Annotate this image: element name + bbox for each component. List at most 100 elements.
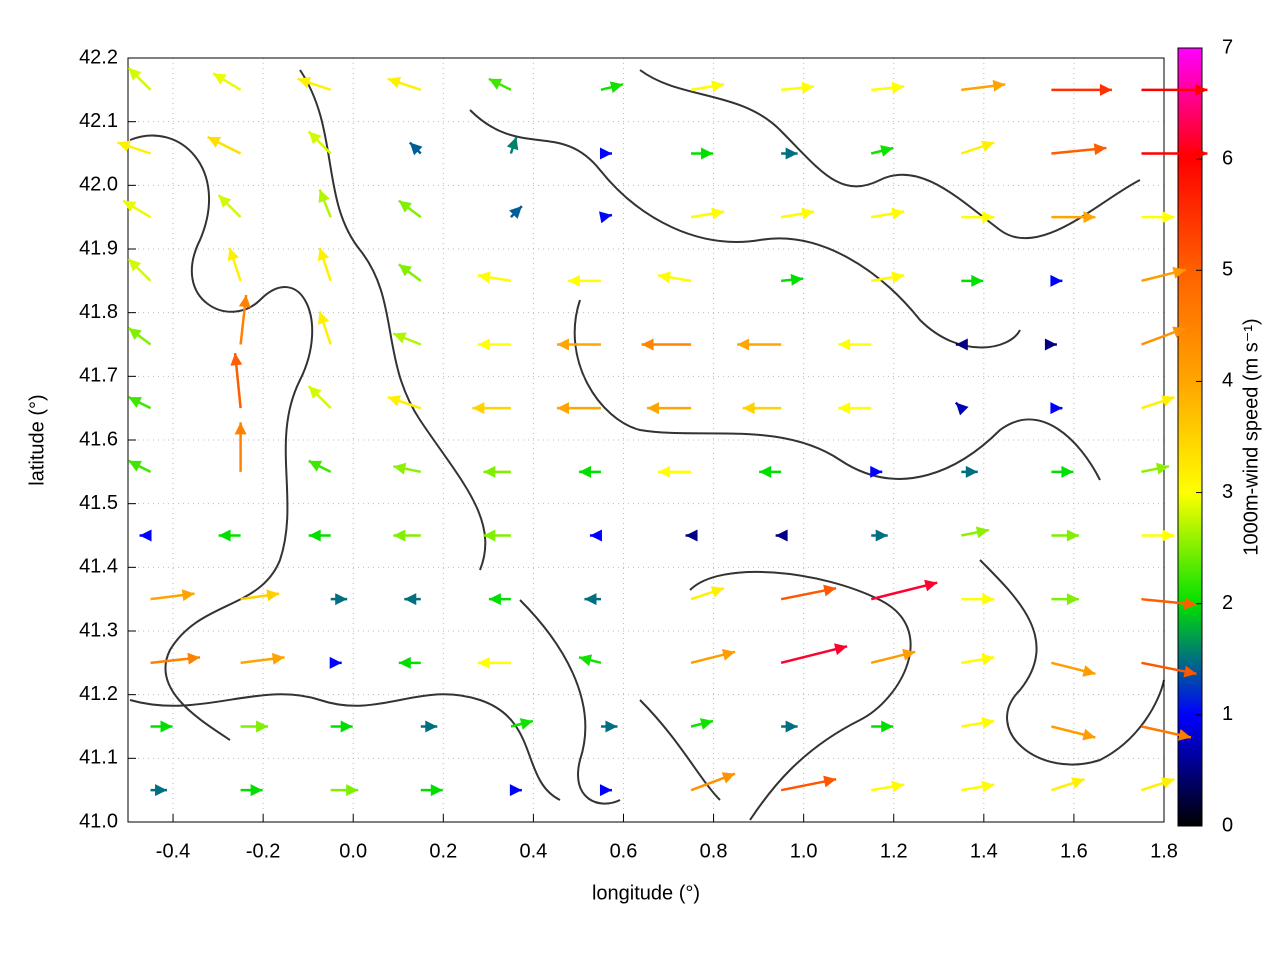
arrow-head	[393, 529, 406, 542]
wind-arrow	[960, 140, 995, 155]
x-tick-label: 0.6	[610, 840, 638, 862]
x-tick-label: -0.4	[156, 840, 190, 862]
wind-arrow	[961, 780, 995, 793]
wind-arrow	[690, 772, 736, 792]
y-tick-label: 41.4	[79, 556, 118, 578]
wind-arrow	[392, 332, 422, 346]
arrow-head	[701, 147, 714, 160]
arrow-head	[834, 643, 848, 656]
wind-arrow	[556, 402, 601, 415]
wind-arrow	[483, 465, 511, 478]
arrow-head	[823, 775, 837, 788]
arrow-head	[477, 271, 491, 284]
colorbar-tick-label: 2	[1222, 592, 1233, 614]
wind-arrow	[742, 402, 782, 415]
wind-arrow	[393, 462, 422, 475]
y-tick-label: 41.3	[79, 619, 118, 641]
wind-arrow	[387, 76, 422, 92]
arrow-head	[1082, 665, 1096, 677]
arrow-head	[483, 465, 496, 478]
arrow-head	[1177, 729, 1191, 741]
arrow-head	[699, 718, 714, 730]
x-tick-label: 1.6	[1060, 840, 1088, 862]
wind-arrow	[420, 720, 438, 733]
wind-arrow	[488, 77, 512, 91]
wind-arrow	[398, 263, 422, 282]
arrow-head	[584, 593, 597, 606]
arrow-head	[425, 720, 438, 733]
wind-arrow	[584, 593, 601, 606]
contour	[519, 599, 721, 805]
y-tick-label: 41.5	[79, 492, 118, 514]
arrow-head	[556, 338, 569, 351]
arrow-head	[1156, 462, 1169, 475]
x-tick-label: 0.2	[429, 840, 457, 862]
arrow-head	[308, 386, 322, 399]
arrow-head	[981, 653, 995, 666]
arrow-head	[128, 67, 142, 81]
wind-arrow	[212, 72, 242, 91]
wind-arrow	[780, 207, 815, 220]
colorbar-tick-label: 5	[1222, 259, 1233, 281]
wind-arrow	[780, 775, 837, 792]
wind-arrow	[1051, 529, 1079, 542]
wind-arrow	[657, 271, 692, 284]
arrow-head	[891, 780, 905, 793]
wind-arrow	[781, 81, 815, 94]
wind-arrow	[600, 81, 624, 94]
arrow-head	[509, 206, 522, 219]
arrow-head	[123, 200, 137, 212]
arrow-head	[398, 656, 411, 669]
arrow-head	[605, 720, 618, 733]
wind-arrow	[472, 402, 511, 415]
wind-arrow	[775, 529, 788, 542]
arrow-head	[318, 189, 330, 204]
wind-arrow	[1050, 274, 1063, 287]
wind-arrow	[150, 652, 201, 665]
wind-arrow	[578, 654, 602, 667]
wind-arrow	[330, 784, 359, 797]
wind-arrow	[240, 652, 285, 665]
contour	[299, 69, 487, 571]
wind-arrow	[307, 385, 332, 410]
arrow-head	[658, 465, 671, 478]
wind-arrow	[509, 205, 523, 219]
wind-arrow	[690, 207, 725, 220]
colorbar	[1177, 47, 1203, 827]
wind-arrow	[317, 311, 332, 345]
arrow-head	[234, 422, 247, 435]
wind-arrow	[150, 589, 195, 602]
wind-arrow	[961, 593, 995, 606]
colorbar-label: 1000m-wind speed (m s⁻¹)	[1240, 318, 1262, 555]
arrow-head	[155, 784, 168, 797]
wind-arrow	[780, 643, 848, 665]
arrow-head	[790, 273, 804, 286]
arrow-head	[393, 462, 407, 475]
wind-arrow	[1044, 338, 1057, 351]
arrow-head	[1093, 143, 1107, 156]
arrow-head	[556, 402, 569, 415]
arrow-head	[1183, 597, 1197, 610]
wind-arrow	[685, 529, 698, 542]
wind-arrow	[1141, 147, 1208, 160]
wind-arrow	[150, 784, 168, 797]
wind-arrow	[690, 80, 725, 93]
arrow-head	[981, 717, 995, 729]
x-tick-label: 0.4	[519, 840, 547, 862]
arrow-head	[398, 264, 412, 277]
wind-arrow	[690, 718, 714, 730]
terrain-contours	[129, 69, 1165, 821]
x-tick-label: 1.2	[880, 840, 908, 862]
arrow-head	[658, 271, 671, 284]
arrow-head	[823, 584, 837, 597]
wind-arrow	[408, 141, 423, 156]
arrow-head	[742, 402, 755, 415]
arrow-head	[992, 79, 1006, 92]
arrow-head	[1066, 529, 1079, 542]
wind-arrow	[599, 147, 612, 160]
arrow-head	[329, 656, 342, 669]
arrow-head	[1066, 593, 1079, 606]
arrow-head	[317, 247, 330, 262]
arrow-head	[404, 593, 417, 606]
wind-arrow	[227, 247, 242, 282]
